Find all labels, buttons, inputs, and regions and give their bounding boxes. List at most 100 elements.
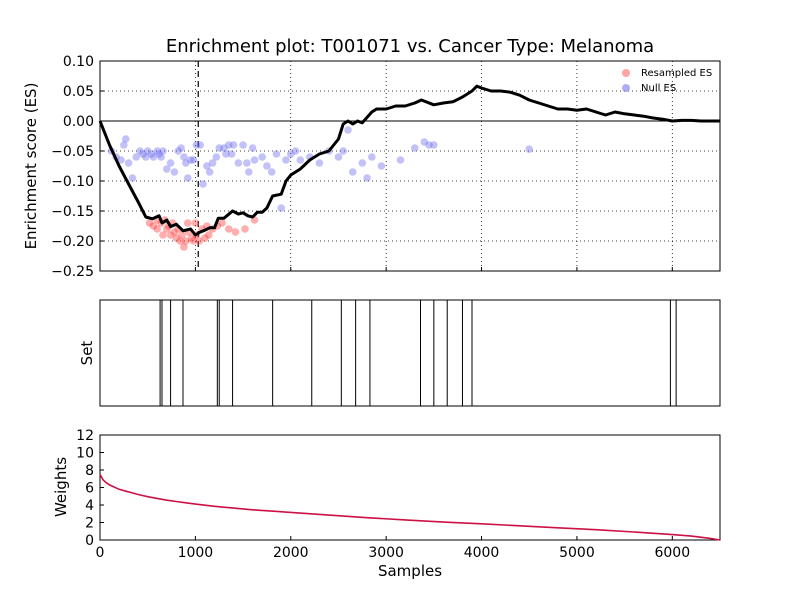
enrichment-ticks: −0.25 −0.20 −0.15 −0.10 −0.05 0.00 0.05 0.10 (51, 54, 673, 280)
null-es-point (525, 145, 534, 153)
y-tick-label: 0 (85, 533, 94, 549)
null-es-point (339, 147, 348, 155)
null-es-point (166, 159, 175, 167)
null-es-point (234, 159, 243, 167)
resampled-es-point (201, 234, 209, 242)
null-es-point (258, 153, 266, 161)
y-tick-label: 0.10 (63, 54, 94, 70)
resampled-es-point (218, 219, 226, 227)
null-es-point (368, 153, 376, 161)
x-tick-label: 3000 (368, 545, 404, 561)
null-es-point (155, 150, 163, 158)
null-es-point (410, 144, 419, 152)
resampled-es-point (195, 237, 203, 245)
x-tick-label: 6000 (654, 545, 690, 561)
null-es-point (344, 126, 352, 134)
null-es-point (229, 141, 238, 149)
null-es-point (243, 159, 251, 167)
null-es-point (170, 168, 179, 176)
resampled-es-point (178, 231, 186, 239)
weights-curve (99, 474, 721, 541)
null-es-point (208, 159, 217, 167)
null-es-point (141, 153, 150, 161)
y-tick-label: −0.25 (51, 264, 94, 280)
legend-label-null: Null ES (641, 83, 676, 94)
resampled-es-point (145, 219, 154, 227)
y-tick-label: 0.00 (63, 114, 94, 130)
null-es-point (212, 153, 221, 161)
null-es-point (396, 156, 405, 164)
y-tick-label: 8 (85, 463, 94, 479)
null-es-point (263, 162, 271, 170)
resampled-es-point (182, 237, 190, 245)
null-es-point (174, 147, 183, 155)
weights-panel: 0 1000 2000 3000 4000 5000 6000 02 46 810 12 Weigh… (52, 428, 721, 580)
resampled-es-point (180, 243, 188, 251)
null-es-point (282, 156, 290, 164)
resampled-es-point (172, 234, 181, 242)
set-panel: Set (78, 299, 721, 407)
null-es-point (348, 168, 357, 176)
null-es-point (239, 141, 247, 149)
y-tick-label: 12 (76, 428, 94, 444)
null-es-point (147, 150, 156, 158)
null-es-point (425, 141, 433, 149)
x-tick-label: 5000 (559, 545, 595, 561)
null-es-point (153, 147, 162, 155)
weights-marks (99, 474, 721, 541)
null-es-point (430, 141, 438, 149)
null-es-point (227, 150, 236, 158)
weights-y-axis-label: Weights (52, 457, 70, 517)
chart-title: Enrichment plot: T001071 vs. Cancer Type… (166, 36, 654, 57)
weights-axes-frame (99, 434, 721, 541)
y-tick-label: 6 (85, 481, 94, 497)
y-tick-label: 10 (76, 446, 94, 462)
resampled-es-point (189, 237, 198, 245)
enrichment-legend: Resampled ES Null ES (622, 68, 712, 94)
null-es-point (117, 156, 125, 164)
null-es-point (189, 156, 198, 164)
enrichment-marks (98, 61, 720, 271)
legend-swatch-resampled (622, 69, 630, 77)
null-es-point (315, 159, 324, 167)
null-es-point (220, 144, 228, 152)
resampled-es-point (183, 219, 192, 227)
resampled-es-point (187, 234, 196, 242)
null-es-point (334, 153, 343, 161)
null-es-point (420, 138, 429, 146)
y-tick-label: −0.20 (51, 234, 94, 250)
null-es-point (159, 147, 167, 155)
null-es-point (267, 168, 276, 176)
null-es-point (157, 153, 165, 161)
null-es-point (296, 156, 305, 164)
y-tick-label: −0.15 (51, 204, 94, 220)
running-es-line (98, 84, 720, 237)
null-es-point (377, 162, 386, 170)
null-es-point (177, 144, 185, 152)
null-es-point (277, 204, 286, 212)
x-tick-label: 2000 (273, 545, 309, 561)
null-es-point (132, 153, 141, 161)
x-tick-label: 1000 (178, 545, 214, 561)
null-es-point (286, 150, 295, 158)
x-tick-label: 0 (96, 545, 105, 561)
resampled-es-point (231, 228, 240, 236)
legend-swatch-null (622, 84, 630, 92)
legend-label-resampled: Resampled ES (641, 68, 712, 79)
set-y-axis-label: Set (78, 341, 96, 366)
null-es-point (143, 147, 152, 155)
y-tick-label: −0.10 (51, 174, 94, 190)
null-es-point (248, 144, 257, 152)
null-es-point (183, 174, 192, 182)
null-es-point (192, 141, 201, 149)
resampled-es-point (162, 225, 171, 233)
enrichment-y-axis-label: Enrichment score (ES) (22, 83, 40, 250)
y-tick-label: −0.05 (51, 144, 94, 160)
null-es-point (199, 180, 207, 188)
y-tick-label: 0.05 (63, 84, 94, 100)
weights-ticks: 0 1000 2000 3000 4000 5000 6000 02 46 810 12 (76, 428, 690, 561)
y-tick-label: 4 (85, 498, 94, 514)
resampled-es-point (166, 231, 175, 239)
null-es-point (196, 141, 204, 149)
